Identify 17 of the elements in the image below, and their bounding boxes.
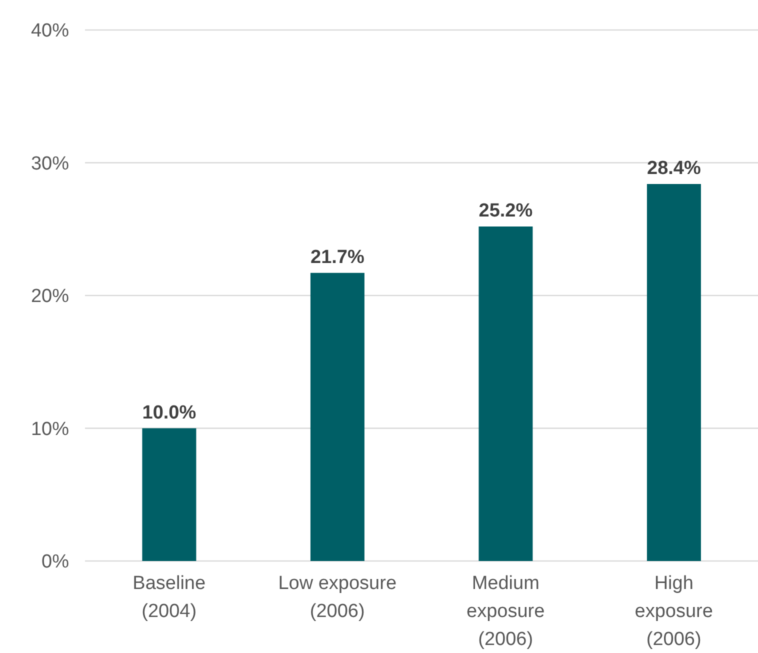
y-tick-label: 0% [42, 552, 70, 573]
data-label: 28.4% [647, 158, 701, 179]
data-label: 21.7% [310, 246, 364, 268]
y-tick-label: 20% [30, 286, 70, 308]
y-tick-label: 10% [30, 418, 70, 440]
bar [310, 272, 364, 561]
data-label: 25.2% [478, 200, 533, 222]
x-tick-label: Medium exposure (2006) [466, 573, 545, 650]
x-tick-label: Low exposure (2006) [278, 573, 397, 622]
x-tick-label: High exposure (2006) [634, 573, 713, 650]
y-tick-label: 30% [30, 153, 70, 174]
bar [478, 226, 533, 561]
y-tick-label: 40% [30, 20, 70, 42]
bar [646, 184, 701, 561]
bar [142, 428, 196, 561]
x-tick-label: Baseline (2004) [132, 573, 206, 622]
data-label: 10.0% [142, 402, 196, 424]
